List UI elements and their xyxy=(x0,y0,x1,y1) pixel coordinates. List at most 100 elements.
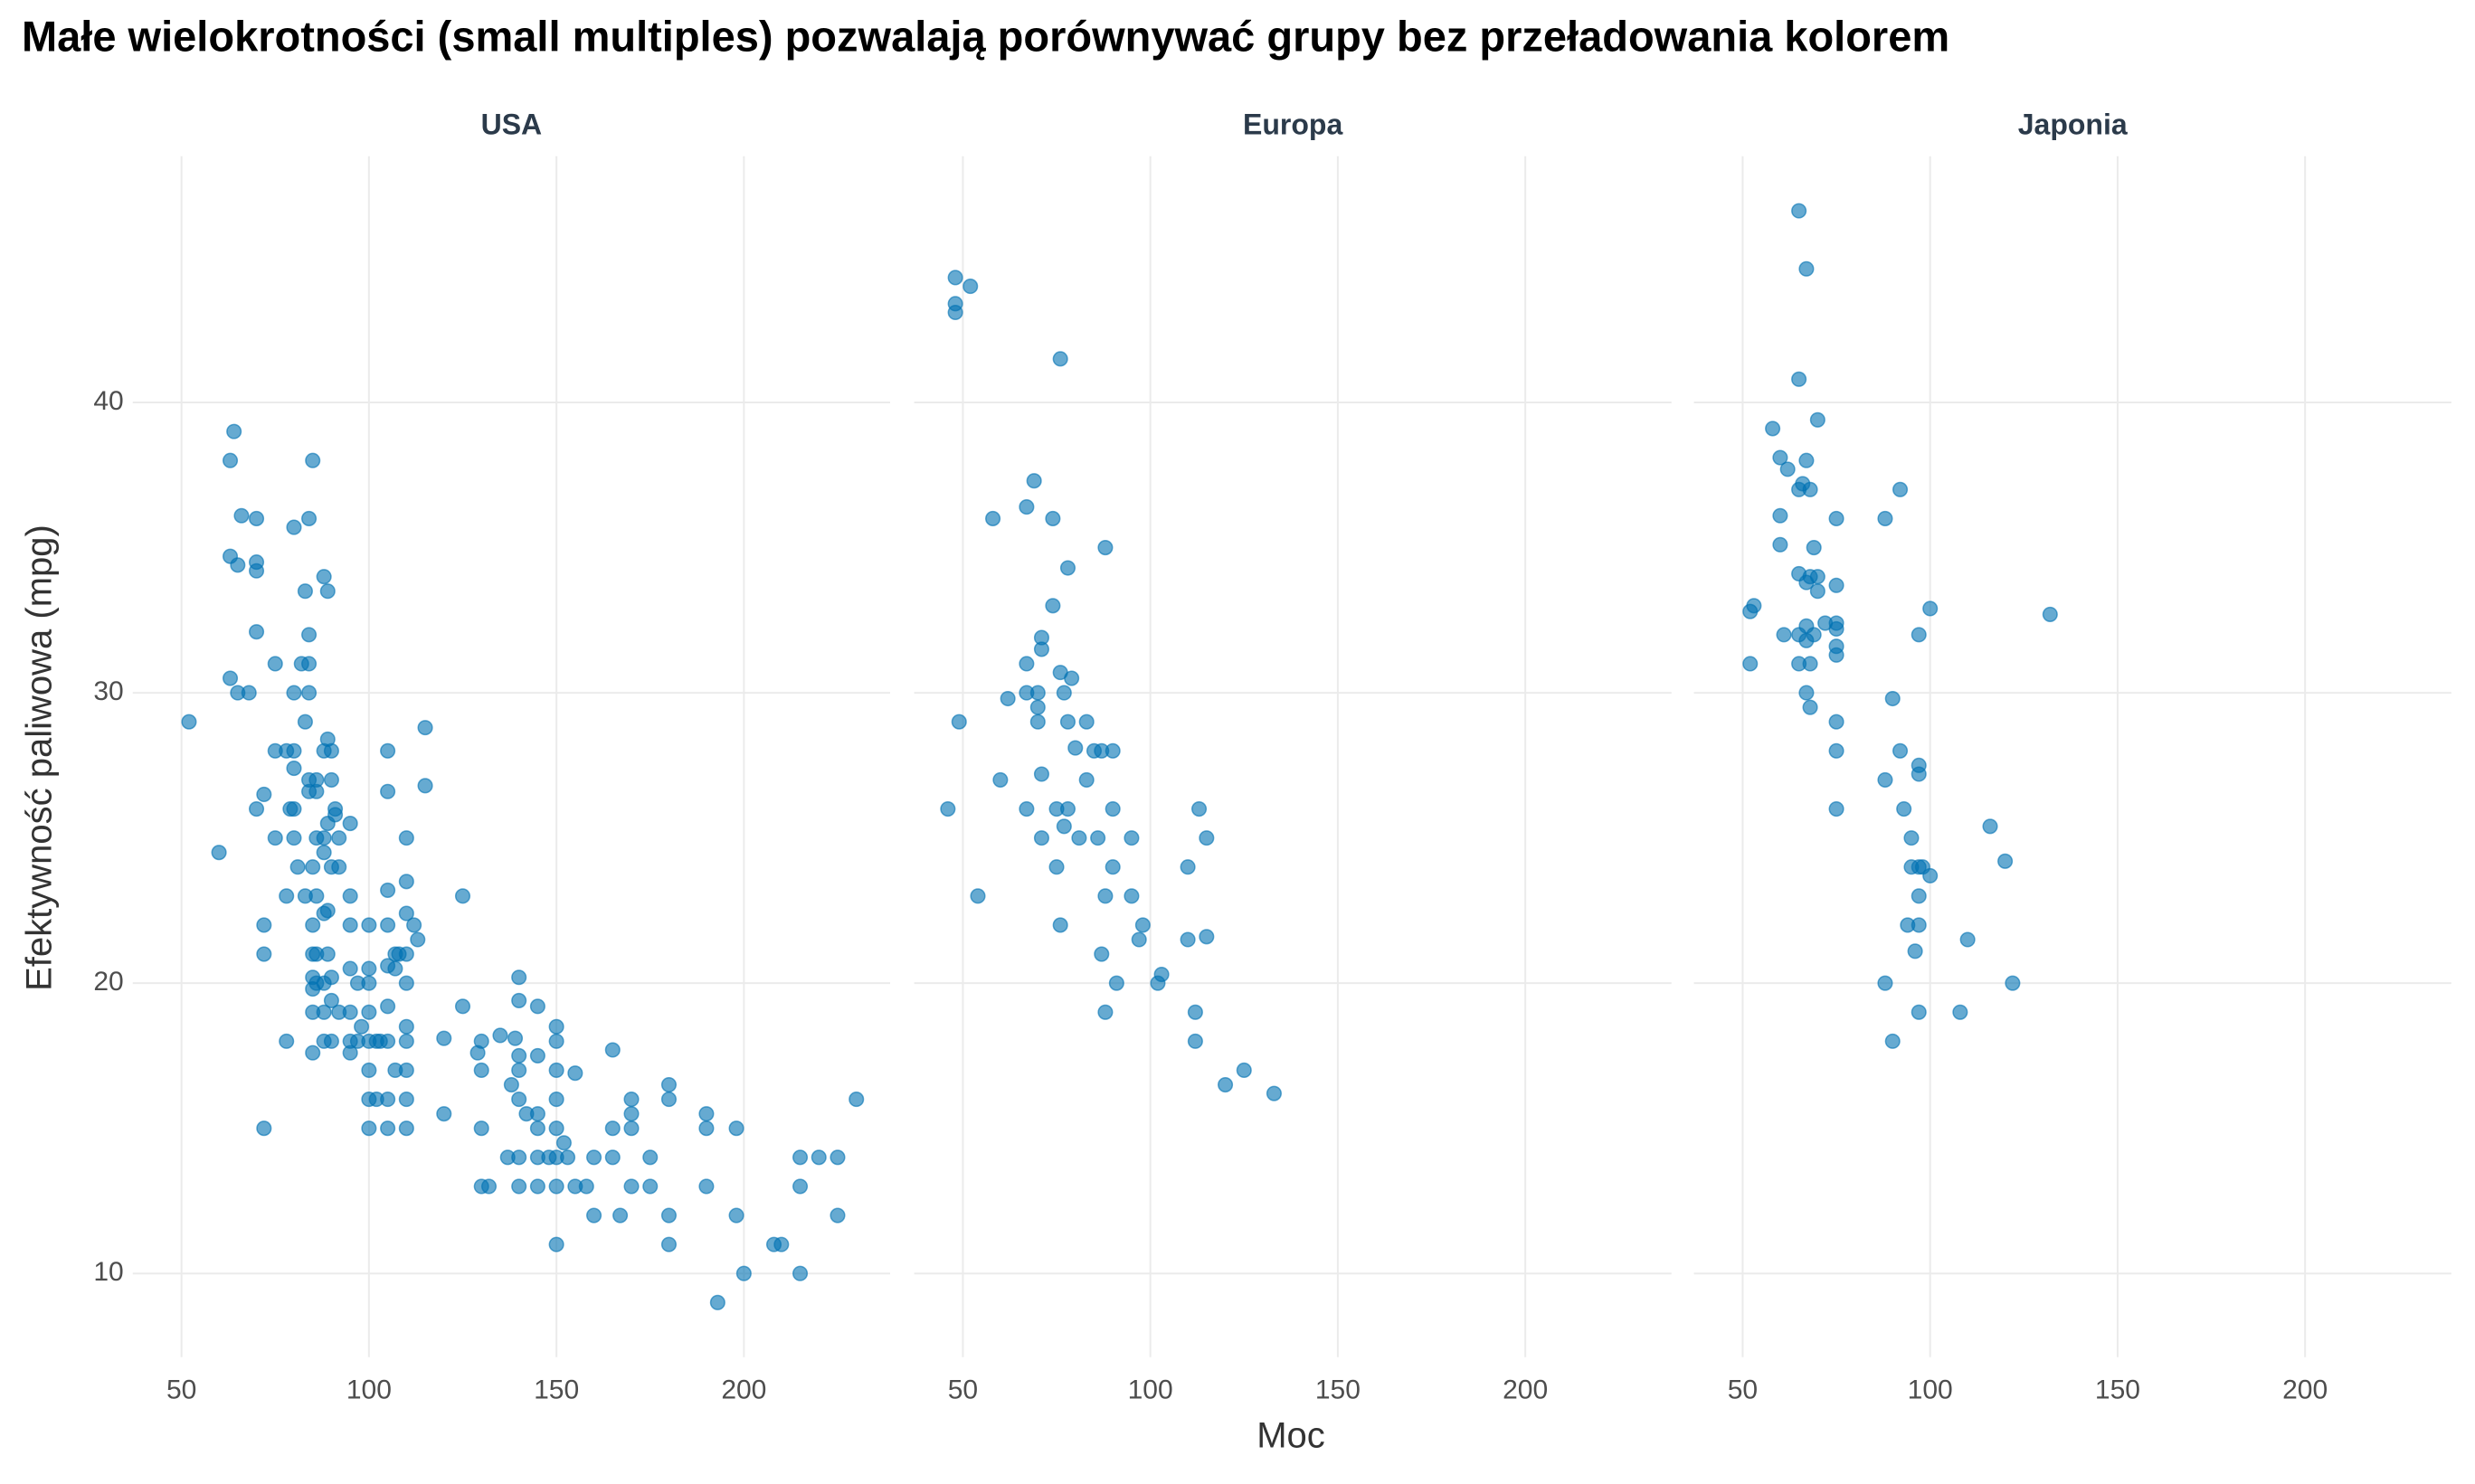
point xyxy=(548,1120,564,1137)
point xyxy=(1236,1062,1252,1079)
point xyxy=(319,583,336,600)
point xyxy=(511,992,527,1008)
point xyxy=(301,656,318,672)
point xyxy=(560,1149,576,1166)
point xyxy=(286,742,302,759)
point xyxy=(1029,699,1046,715)
point xyxy=(1029,685,1046,701)
x-tick-label: 100 xyxy=(346,1375,392,1405)
point xyxy=(1884,1033,1901,1049)
point xyxy=(1180,859,1196,875)
point xyxy=(380,1120,396,1137)
point xyxy=(342,960,358,977)
point xyxy=(305,917,321,933)
point xyxy=(323,992,339,1008)
point xyxy=(660,1076,678,1093)
point xyxy=(361,1120,377,1137)
point xyxy=(1911,1004,1927,1020)
point xyxy=(1746,598,1762,614)
point xyxy=(398,905,414,922)
point xyxy=(233,507,250,524)
point xyxy=(604,1149,621,1166)
point xyxy=(1809,569,1825,585)
point xyxy=(1105,859,1121,875)
point xyxy=(279,888,295,904)
point xyxy=(1877,771,1893,788)
point xyxy=(642,1149,659,1166)
point xyxy=(567,1065,583,1082)
point xyxy=(305,859,321,875)
point xyxy=(361,975,377,991)
point xyxy=(529,998,545,1015)
point xyxy=(1776,627,1792,643)
point xyxy=(503,1076,519,1093)
point xyxy=(1033,830,1050,846)
point xyxy=(417,720,433,736)
point xyxy=(226,423,242,440)
point xyxy=(1892,742,1909,759)
point xyxy=(1828,800,1844,818)
point xyxy=(578,1178,594,1195)
point xyxy=(1045,510,1061,527)
x-axis-label: Moc xyxy=(1256,1416,1325,1456)
point xyxy=(1071,830,1087,846)
point xyxy=(230,557,246,573)
point xyxy=(1059,560,1076,576)
point xyxy=(735,1265,752,1281)
point xyxy=(1078,771,1095,788)
point xyxy=(222,452,239,468)
point xyxy=(792,1149,809,1166)
point xyxy=(604,1120,621,1137)
point xyxy=(947,269,963,286)
point xyxy=(1903,830,1920,846)
point xyxy=(1828,742,1844,759)
point xyxy=(511,1178,527,1195)
point xyxy=(698,1178,715,1195)
point xyxy=(473,1033,489,1049)
point xyxy=(305,1044,321,1061)
point xyxy=(1033,629,1050,646)
point xyxy=(1217,1076,1234,1093)
point xyxy=(454,998,471,1015)
point xyxy=(623,1178,640,1195)
point xyxy=(380,1033,396,1049)
point xyxy=(279,1033,295,1049)
point xyxy=(331,830,347,846)
chart-title: Małe wielokrotności (small multiples) po… xyxy=(22,12,1949,60)
point xyxy=(1772,449,1788,466)
point xyxy=(1798,685,1815,701)
point xyxy=(398,946,414,962)
point xyxy=(480,1178,498,1195)
point xyxy=(1190,800,1208,818)
point xyxy=(398,1092,414,1108)
point xyxy=(1828,577,1844,593)
point xyxy=(323,969,339,986)
point xyxy=(962,279,979,295)
point xyxy=(728,1207,744,1224)
point xyxy=(1791,371,1807,387)
point xyxy=(1742,656,1759,672)
point xyxy=(308,888,325,904)
point xyxy=(709,1294,725,1310)
point xyxy=(623,1120,640,1137)
point xyxy=(1019,499,1035,515)
point xyxy=(267,830,283,846)
point xyxy=(548,1062,564,1079)
point xyxy=(1078,714,1095,730)
point xyxy=(361,960,377,977)
point xyxy=(286,519,302,535)
point xyxy=(1828,647,1844,663)
point xyxy=(1922,600,1939,617)
point xyxy=(660,1236,678,1252)
point xyxy=(387,960,403,977)
point xyxy=(548,1092,564,1108)
x-tick-label: 100 xyxy=(1908,1375,1953,1405)
point xyxy=(1056,685,1072,701)
point xyxy=(792,1178,809,1195)
point xyxy=(1019,656,1035,672)
point xyxy=(2005,975,2021,991)
point xyxy=(511,1092,527,1108)
point xyxy=(660,1092,678,1108)
panel-title: USA xyxy=(481,108,543,140)
point xyxy=(2042,606,2058,622)
